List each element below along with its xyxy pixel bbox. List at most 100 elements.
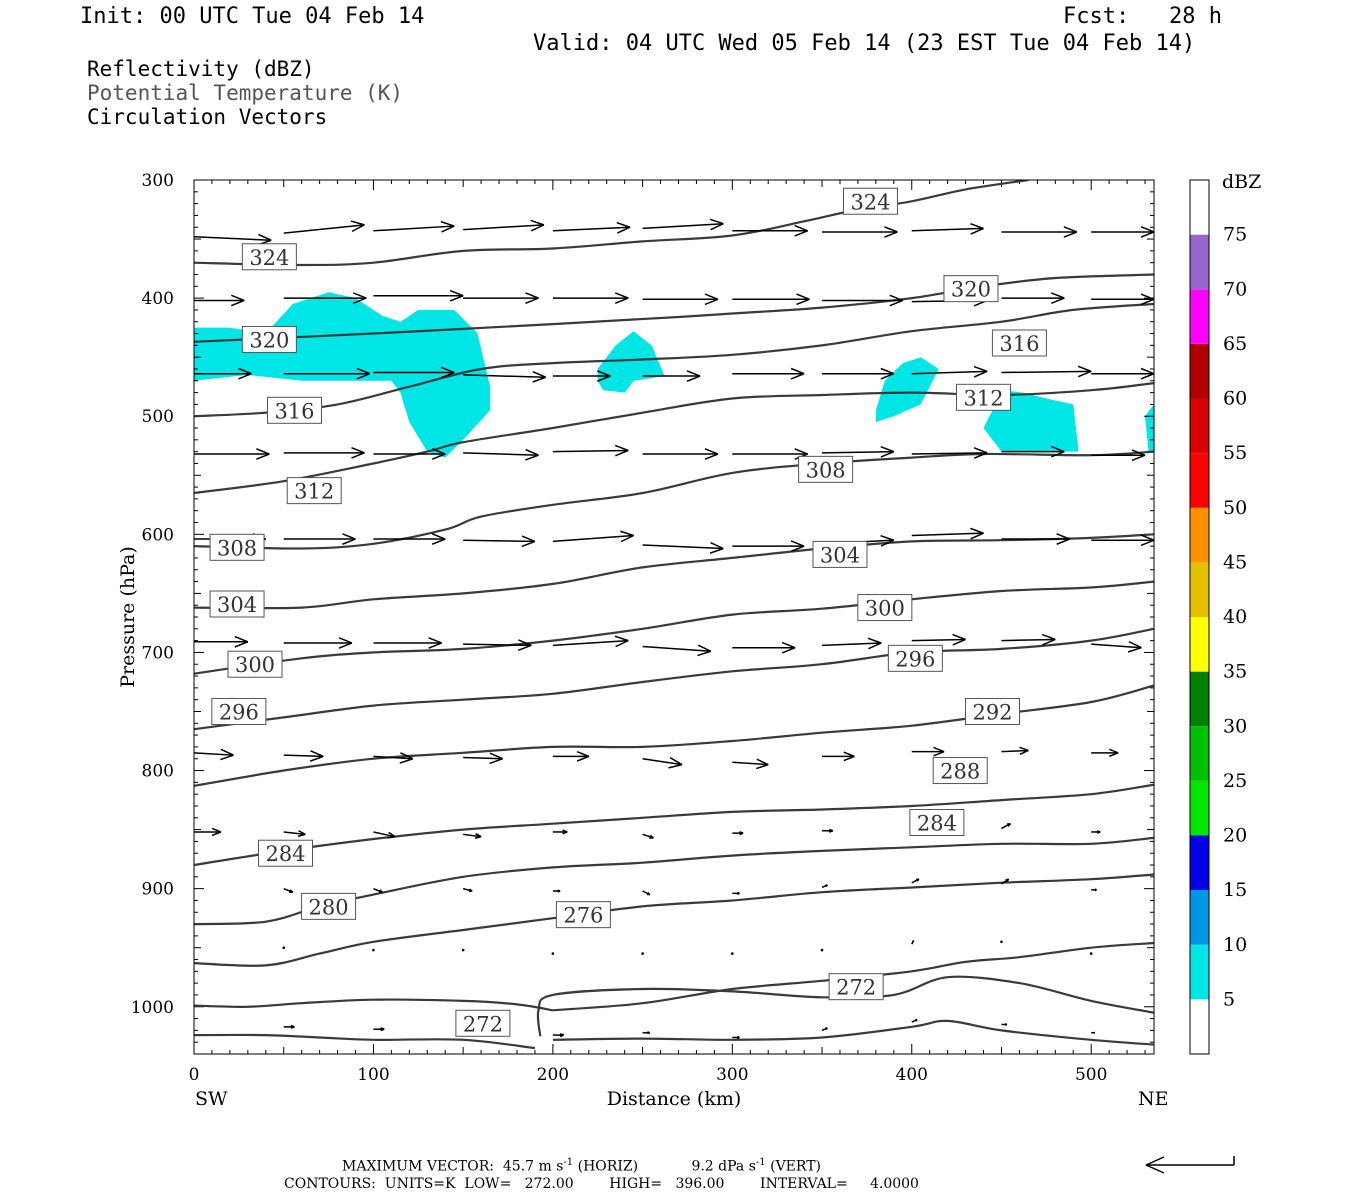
contour-label-284: 284 (265, 842, 305, 866)
circulation-vector (911, 222, 984, 235)
circulation-vector (732, 367, 805, 380)
theta-contour-324 (194, 180, 1029, 267)
contour-label-box (812, 540, 868, 568)
colorbar-label: 75 (1223, 224, 1247, 246)
circulation-vector (463, 370, 546, 383)
contour-label-288: 288 (940, 760, 980, 784)
forecast-hour: Fcst: 28 h (1063, 4, 1222, 29)
colorbar-segment (1190, 944, 1209, 1000)
circulation-vector (732, 540, 805, 553)
circulation-vector (732, 293, 810, 306)
contour-label-box (555, 901, 611, 929)
circulation-vector (1091, 748, 1119, 758)
colorbar-segment (1190, 671, 1209, 727)
circulation-vector (194, 448, 270, 460)
circulation-vector (462, 887, 473, 893)
circulation-vector (194, 748, 234, 761)
colorbar-label: 20 (1223, 825, 1247, 847)
theta-contour-316 (194, 302, 1154, 418)
contour-label-304: 304 (217, 593, 257, 617)
contour-label-316: 316 (274, 399, 314, 423)
circulation-vector (373, 220, 455, 233)
colorbar-frame (1189, 179, 1210, 1055)
circulation-vector (822, 751, 855, 762)
contour-label-300: 300 (865, 597, 905, 621)
contour-label-320: 320 (951, 278, 991, 302)
circulation-vector (1091, 640, 1142, 653)
circulation-vector (911, 746, 945, 757)
circulation-vector (732, 224, 808, 237)
theta-contour-272 (552, 1019, 1154, 1046)
circulation-vector (1001, 878, 1010, 885)
circulation-vector (552, 444, 629, 457)
colorbar-label: 30 (1223, 715, 1247, 737)
circulation-vector (732, 448, 808, 460)
circulation-vector (642, 644, 712, 657)
circulation-vector (642, 1031, 651, 1035)
circulation-vector (1001, 1023, 1008, 1026)
circulation-vector (1091, 534, 1154, 547)
contour-info-line: CONTOURS: UNITS=K LOW= 272.00 HIGH= 396.… (284, 1176, 919, 1192)
circulation-vector (283, 637, 353, 649)
init-time: Init: 00 UTC Tue 04 Feb 14 (80, 4, 425, 29)
theta-contour-296 (194, 627, 1154, 731)
circulation-vector (911, 878, 920, 884)
contour-label-284: 284 (917, 812, 957, 836)
circulation-vector (373, 831, 396, 839)
circulation-vector (551, 952, 555, 955)
circulation-vector (283, 1024, 295, 1029)
circulation-vector (732, 758, 769, 770)
x-tick-label: 200 (537, 1065, 569, 1085)
contour-label-box (828, 973, 884, 1001)
theta-contour-280 (194, 873, 1154, 967)
circulation-vector (911, 527, 984, 540)
y-tick-label: 300 (142, 171, 174, 191)
y-tick-label: 500 (142, 407, 174, 427)
circulation-vector (194, 233, 272, 246)
circulation-vector (820, 948, 824, 952)
contour-label-box (887, 644, 943, 672)
circulation-vectors (194, 218, 1154, 1040)
circulation-vector (1091, 293, 1154, 306)
circulation-vector (461, 948, 465, 952)
x-tick-label: 500 (1075, 1065, 1107, 1085)
colorbar-segment (1190, 507, 1209, 563)
circulation-vector (1001, 822, 1012, 830)
circulation-vector (1091, 449, 1146, 462)
contour-label-312: 312 (294, 480, 334, 504)
contour-label-box (857, 594, 913, 622)
circulation-vector (1091, 226, 1154, 238)
contour-label-272: 272 (836, 976, 876, 1000)
circulation-vector (911, 940, 915, 945)
contour-label-box (909, 809, 965, 837)
circulation-vector (911, 1018, 918, 1023)
circulation-vector (373, 289, 464, 302)
theta-contour-288 (194, 783, 1154, 867)
circulation-vector (1001, 533, 1070, 545)
contour-label-box (209, 590, 265, 618)
circulation-vector (1001, 365, 1092, 378)
circulation-vector (552, 1033, 564, 1038)
contour-labels: 324 324 320 320 316 316 312 312 308 308 304 304 300 3… (209, 187, 1047, 1037)
circulation-vector (1001, 292, 1065, 304)
circulation-vector (822, 367, 895, 380)
circulation-vector (373, 887, 383, 893)
colorbar-segment (1190, 999, 1209, 1054)
x-axis-title: Distance (km) (607, 1088, 742, 1110)
x-end-label-sw: SW (195, 1088, 228, 1110)
theta-contour-276 (552, 941, 1154, 1012)
circulation-vector (463, 219, 545, 232)
circulation-vector (372, 948, 375, 952)
circulation-vector (552, 221, 631, 234)
theta-contour-320 (194, 273, 1154, 343)
contour-label-308: 308 (806, 458, 846, 482)
circulation-vector (642, 218, 724, 231)
axis-ticks (193, 179, 1154, 1055)
contour-label-box (301, 892, 357, 920)
circulation-vector (463, 752, 503, 765)
circulation-vector (283, 887, 294, 893)
circulation-vector (1091, 830, 1101, 834)
circulation-vector (283, 220, 365, 234)
reflectivity-region-1 (597, 331, 665, 393)
